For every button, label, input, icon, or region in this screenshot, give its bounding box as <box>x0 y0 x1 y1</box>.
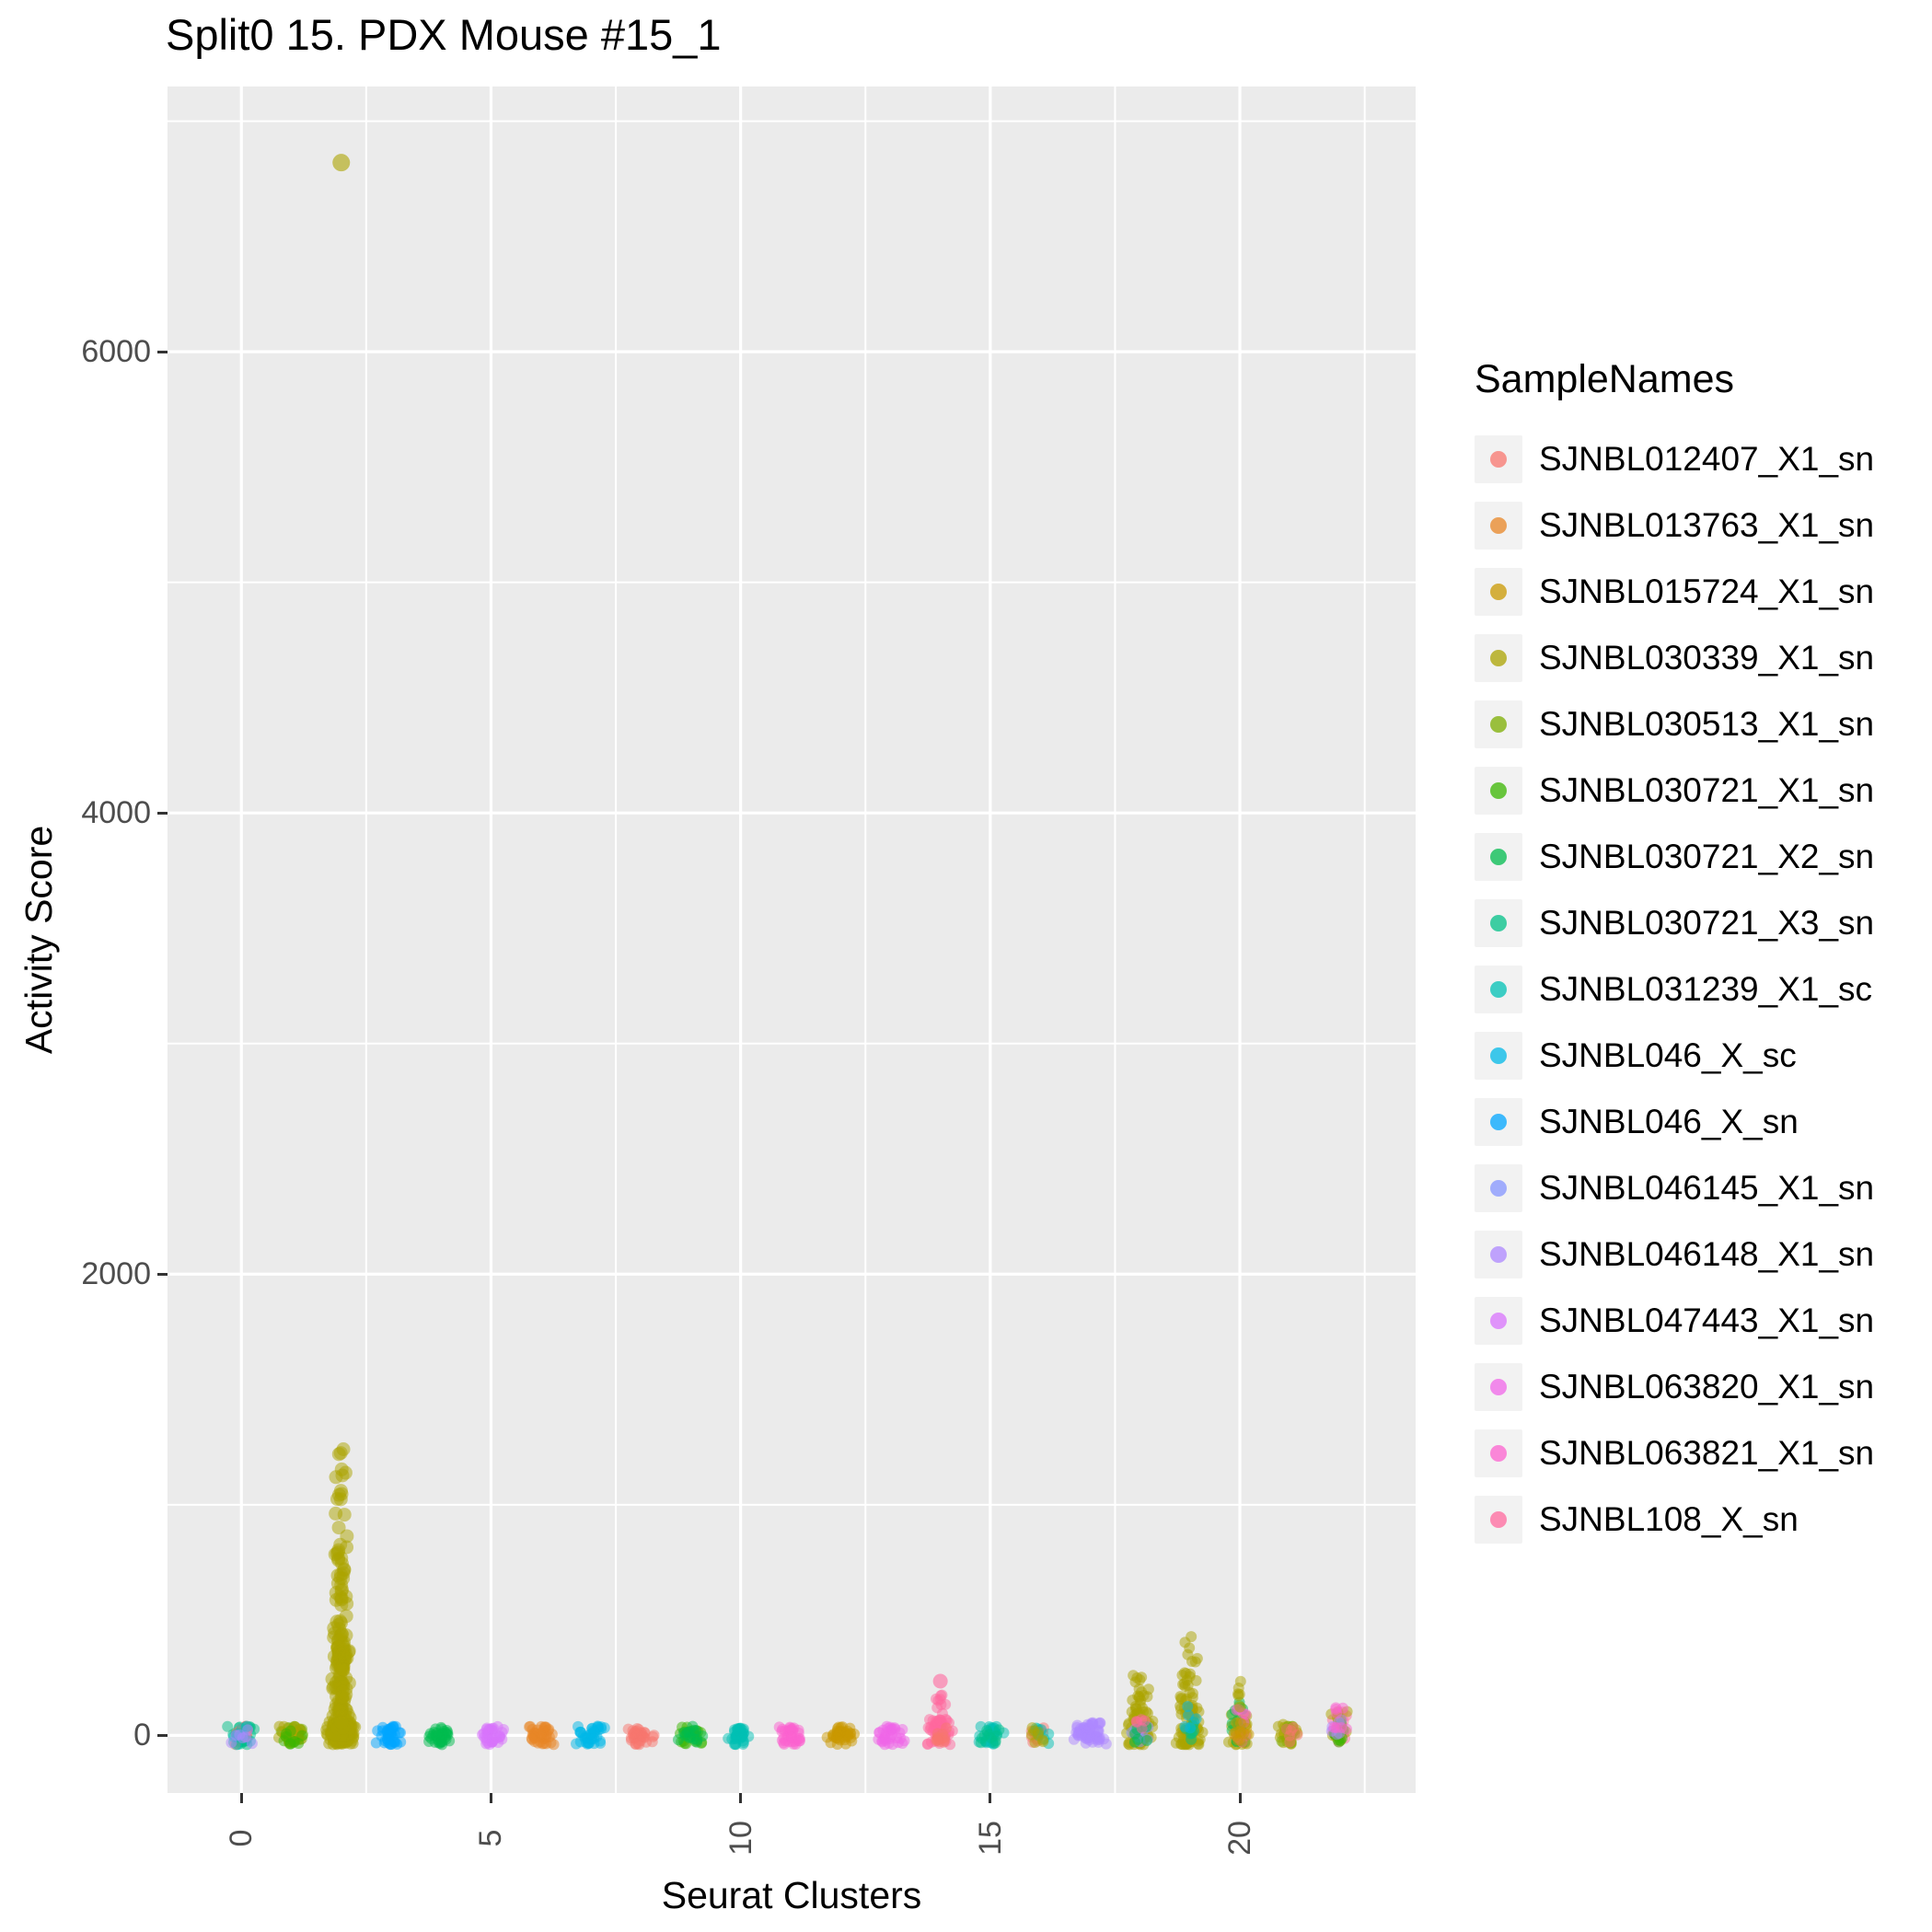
legend-key <box>1475 568 1522 616</box>
x-tick-label: 20 <box>1222 1821 1258 1856</box>
legend-point-icon <box>1490 849 1507 865</box>
x-tick-label: 15 <box>972 1821 1008 1856</box>
legend-key <box>1475 1032 1522 1080</box>
legend-label: SJNBL030721_X3_sn <box>1539 904 1875 942</box>
y-axis-title: Activity Score <box>17 825 60 1055</box>
legend-items: SJNBL012407_X1_sn SJNBL013763_X1_sn SJNBL0… <box>1475 426 1874 1553</box>
legend-label: SJNBL030339_X1_sn <box>1539 639 1875 677</box>
legend-key <box>1475 1297 1522 1345</box>
legend-point-icon <box>1490 981 1507 998</box>
x-tick-mark <box>489 1793 492 1803</box>
x-axis-title: Seurat Clusters <box>661 1874 922 1916</box>
legend-label: SJNBL030513_X1_sn <box>1539 705 1875 743</box>
legend-item: SJNBL046148_X1_sn <box>1475 1221 1874 1288</box>
y-tick-mark <box>157 811 168 815</box>
x-tick-label: 5 <box>473 1829 509 1847</box>
legend-point-icon <box>1490 1379 1507 1395</box>
legend-item: SJNBL030721_X2_sn <box>1475 824 1874 890</box>
legend-label: SJNBL108_X_sn <box>1539 1500 1799 1538</box>
legend-point-icon <box>1490 517 1507 534</box>
legend-item: SJNBL030721_X3_sn <box>1475 890 1874 956</box>
legend-label: SJNBL063821_X1_sn <box>1539 1434 1875 1472</box>
legend-key <box>1475 966 1522 1013</box>
legend-key <box>1475 1098 1522 1146</box>
y-tick-mark <box>157 350 168 353</box>
y-tick-label: 2000 <box>81 1256 151 1292</box>
legend-label: SJNBL015724_X1_sn <box>1539 573 1875 610</box>
legend-label: SJNBL047443_X1_sn <box>1539 1301 1875 1339</box>
legend-label: SJNBL063820_X1_sn <box>1539 1368 1875 1406</box>
legend-key <box>1475 700 1522 748</box>
legend-item: SJNBL108_X_sn <box>1475 1487 1874 1553</box>
x-tick-mark <box>1238 1793 1242 1803</box>
legend-item: SJNBL031239_X1_sc <box>1475 956 1874 1023</box>
legend-point-icon <box>1490 1114 1507 1130</box>
legend-point-icon <box>1490 716 1507 733</box>
y-tick-label: 6000 <box>81 334 151 370</box>
legend-item: SJNBL015724_X1_sn <box>1475 559 1874 625</box>
legend-point-icon <box>1490 1313 1507 1329</box>
legend-label: SJNBL030721_X1_sn <box>1539 771 1875 809</box>
legend-title: SampleNames <box>1475 357 1734 401</box>
legend: SampleNames SJNBL012407_X1_sn SJNBL013763… <box>1475 357 1874 1553</box>
legend-point-icon <box>1490 1511 1507 1528</box>
legend-label: SJNBL046145_X1_sn <box>1539 1169 1875 1207</box>
legend-key <box>1475 1363 1522 1411</box>
legend-label: SJNBL046_X_sn <box>1539 1103 1799 1140</box>
legend-key <box>1475 435 1522 483</box>
plot-panel <box>168 87 1416 1793</box>
legend-item: SJNBL046_X_sn <box>1475 1089 1874 1155</box>
x-tick-mark <box>739 1793 743 1803</box>
legend-item: SJNBL063821_X1_sn <box>1475 1420 1874 1487</box>
legend-item: SJNBL012407_X1_sn <box>1475 426 1874 492</box>
plot-points-layer <box>168 87 1416 1793</box>
legend-point-icon <box>1490 584 1507 600</box>
legend-label: SJNBL046148_X1_sn <box>1539 1235 1875 1273</box>
y-tick-mark <box>157 1733 168 1737</box>
legend-item: SJNBL030721_X1_sn <box>1475 758 1874 824</box>
legend-key <box>1475 1164 1522 1212</box>
legend-label: SJNBL046_X_sc <box>1539 1036 1797 1074</box>
legend-key <box>1475 767 1522 815</box>
legend-label: SJNBL012407_X1_sn <box>1539 440 1875 478</box>
chart-title: Split0 15. PDX Mouse #15_1 <box>166 10 722 59</box>
legend-point-icon <box>1490 1180 1507 1197</box>
legend-key <box>1475 899 1522 947</box>
legend-label: SJNBL031239_X1_sc <box>1539 970 1873 1008</box>
legend-point-icon <box>1490 1047 1507 1064</box>
legend-label: SJNBL030721_X2_sn <box>1539 838 1875 875</box>
legend-item: SJNBL046145_X1_sn <box>1475 1155 1874 1221</box>
legend-item: SJNBL013763_X1_sn <box>1475 492 1874 559</box>
legend-key <box>1475 634 1522 682</box>
legend-key <box>1475 1429 1522 1477</box>
x-tick-label: 10 <box>723 1821 758 1856</box>
legend-item: SJNBL046_X_sc <box>1475 1023 1874 1089</box>
legend-key <box>1475 1496 1522 1544</box>
legend-key <box>1475 502 1522 550</box>
legend-item: SJNBL030339_X1_sn <box>1475 625 1874 691</box>
y-tick-label: 4000 <box>81 795 151 831</box>
legend-point-icon <box>1490 650 1507 666</box>
x-tick-mark <box>989 1793 992 1803</box>
legend-point-icon <box>1490 1246 1507 1263</box>
y-tick-mark <box>157 1272 168 1276</box>
x-tick-mark <box>239 1793 243 1803</box>
legend-item: SJNBL047443_X1_sn <box>1475 1288 1874 1354</box>
legend-key <box>1475 833 1522 881</box>
x-tick-label: 0 <box>224 1829 260 1847</box>
legend-item: SJNBL030513_X1_sn <box>1475 691 1874 758</box>
legend-point-icon <box>1490 451 1507 468</box>
legend-item: SJNBL063820_X1_sn <box>1475 1354 1874 1420</box>
legend-point-icon <box>1490 782 1507 799</box>
legend-point-icon <box>1490 915 1507 931</box>
legend-label: SJNBL013763_X1_sn <box>1539 506 1875 544</box>
legend-point-icon <box>1490 1445 1507 1462</box>
legend-key <box>1475 1231 1522 1278</box>
y-tick-label: 0 <box>133 1718 151 1753</box>
